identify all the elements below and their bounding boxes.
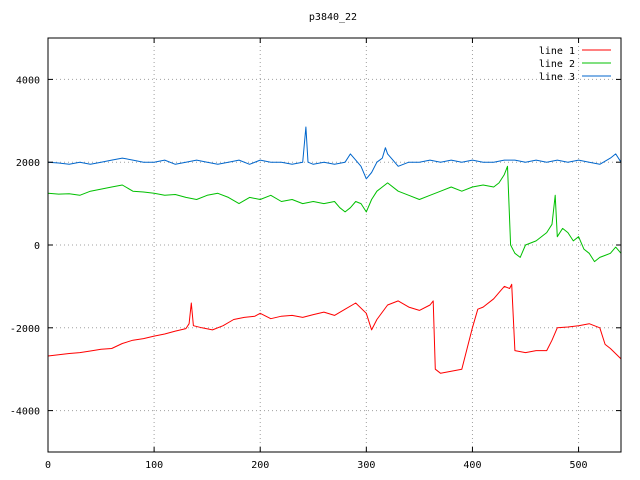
legend-label: line 1 <box>539 46 575 57</box>
x-tick-label: 300 <box>357 460 375 471</box>
y-tick-label: -4000 <box>10 407 40 418</box>
x-tick-label: 500 <box>570 460 588 471</box>
series-line-2 <box>47 165 622 263</box>
y-tick-label: -2000 <box>10 324 40 335</box>
y-tick-label: 0 <box>34 241 40 252</box>
legend-label: line 2 <box>539 59 575 70</box>
axis-ticks: 0 100 200 300 400 500 -4000 -2000 0 2000 4000 <box>10 38 621 471</box>
x-tick-label: 0 <box>45 460 51 471</box>
series-line-1 <box>47 283 622 374</box>
y-tick-label: 2000 <box>16 158 40 169</box>
x-tick-label: 400 <box>463 460 481 471</box>
series-lines <box>47 126 622 374</box>
legend: line 1 line 2 line 3 <box>539 46 611 83</box>
grid <box>48 38 621 452</box>
series-line-3 <box>47 126 622 180</box>
x-tick-label: 100 <box>145 460 163 471</box>
x-tick-label: 200 <box>251 460 269 471</box>
chart-title: p3840_22 <box>309 12 357 23</box>
plot-frame <box>47 37 622 453</box>
y-tick-label: 4000 <box>16 75 40 86</box>
legend-label: line 3 <box>539 72 575 83</box>
